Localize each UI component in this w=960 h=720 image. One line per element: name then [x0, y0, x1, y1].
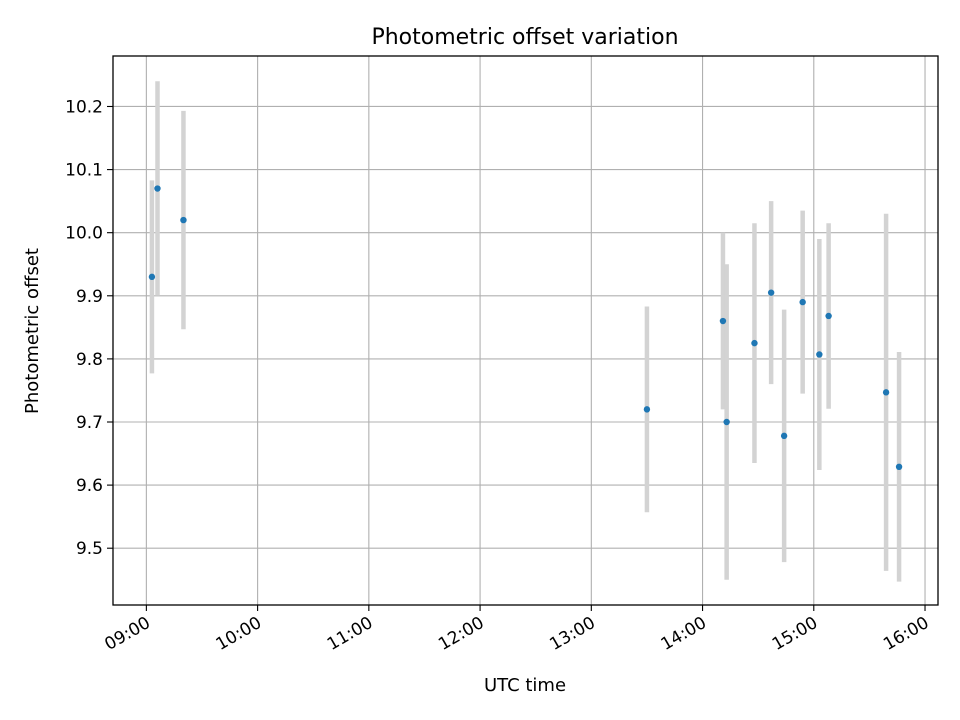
data-point	[148, 273, 156, 281]
data-point	[643, 406, 651, 413]
y-tick-label: 9.8	[76, 350, 103, 370]
x-axis-label: UTC time	[484, 675, 566, 696]
y-tick-label: 9.9	[76, 287, 103, 307]
y-axis-ticks: 9.5 9.6 9.7 9.8 9.9 10.0 10.1 10.2	[65, 97, 113, 559]
data-point	[154, 185, 161, 192]
y-tick-label: 10.2	[65, 97, 103, 117]
y-tick-label: 10.0	[65, 224, 103, 244]
y-tick-label: 9.6	[76, 476, 103, 496]
data-point	[816, 351, 823, 358]
data-point	[180, 216, 187, 224]
data-point	[723, 418, 730, 426]
y-axis-label: Photometric offset	[22, 248, 43, 414]
plot-frame	[112, 55, 939, 606]
data-point	[799, 298, 806, 306]
data-point	[767, 289, 775, 296]
data-point	[751, 339, 758, 347]
y-tick-label: 9.7	[76, 413, 103, 433]
data-points	[148, 185, 903, 471]
chart-title: Photometric offset variation	[371, 25, 678, 50]
data-point	[895, 463, 903, 471]
data-point	[780, 432, 788, 440]
y-tick-label: 10.1	[65, 161, 103, 181]
data-point	[719, 317, 727, 325]
y-tick-label: 9.5	[76, 539, 103, 559]
data-point	[882, 389, 890, 396]
grid-lines	[113, 56, 938, 605]
data-point	[825, 312, 832, 320]
